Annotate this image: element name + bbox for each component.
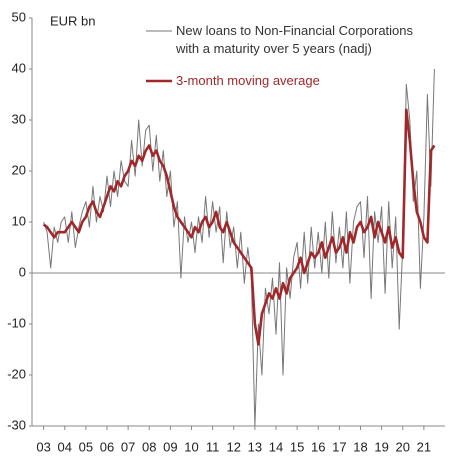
x-tick-label: 12 — [227, 439, 241, 454]
y-tick-label: -30 — [7, 417, 26, 432]
x-tick-label: 15 — [290, 439, 304, 454]
x-tick-label: 11 — [206, 439, 220, 454]
x-tick-label: 17 — [332, 439, 346, 454]
x-tick-label: 03 — [36, 439, 50, 454]
y-tick-label: 30 — [12, 111, 26, 126]
x-tick-label: 09 — [163, 439, 177, 454]
x-tick-label: 21 — [417, 439, 431, 454]
y-tick-label: 40 — [12, 60, 26, 75]
x-tick-label: 06 — [100, 439, 114, 454]
x-tick-label: 19 — [374, 439, 388, 454]
x-tick-label: 16 — [311, 439, 325, 454]
y-tick-label: -20 — [7, 366, 26, 381]
y-tick-label: 10 — [12, 213, 26, 228]
x-tick-label: 07 — [121, 439, 135, 454]
x-tick-label: 05 — [79, 439, 93, 454]
x-tick-label: 04 — [58, 439, 72, 454]
x-tick-label: 14 — [269, 439, 283, 454]
y-tick-label: 0 — [19, 264, 26, 279]
y-tick-label: 20 — [12, 162, 26, 177]
y-tick-label: 50 — [12, 9, 26, 24]
x-tick-label: 13 — [248, 439, 262, 454]
series-line — [42, 108, 436, 346]
y-axis-label: EUR bn — [50, 13, 96, 28]
x-tick-label: 10 — [184, 439, 198, 454]
legend-label: New loans to Non-Financial Corporations … — [176, 23, 414, 56]
x-tick-label: 08 — [142, 439, 156, 454]
legend-label: 3-month moving average — [176, 73, 320, 88]
x-tick-label: 20 — [396, 439, 410, 454]
y-tick-label: -10 — [7, 315, 26, 330]
series-line — [43, 68, 435, 427]
x-tick-label: 18 — [353, 439, 367, 454]
